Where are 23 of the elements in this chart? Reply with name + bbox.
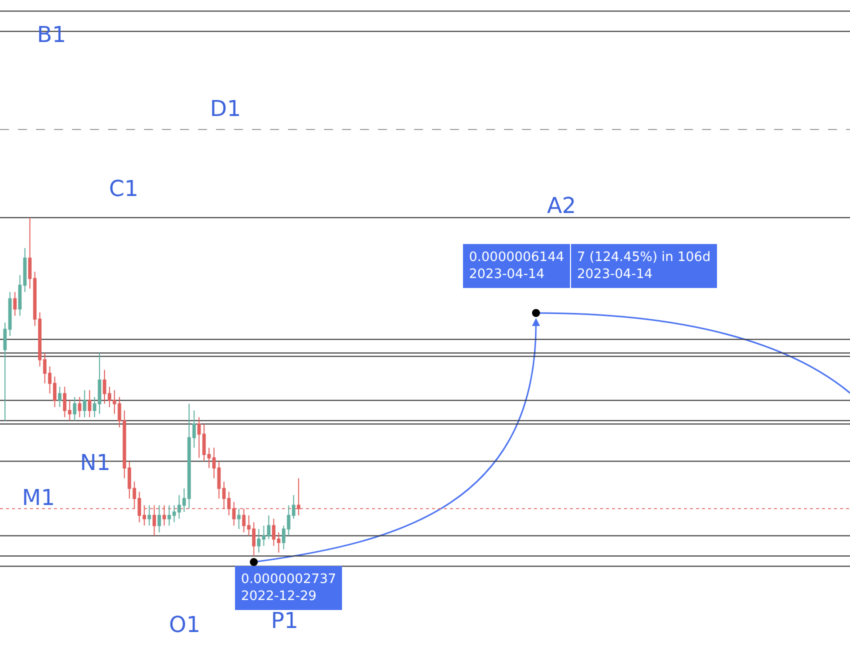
text: P1 [271, 609, 298, 634]
candlestick [152, 504, 156, 536]
annotation: M1 [22, 486, 55, 511]
candlestick [58, 386, 62, 408]
text: O1 [169, 613, 200, 638]
candlestick [296, 478, 300, 516]
candlestick [148, 504, 152, 526]
candlestick [162, 504, 166, 526]
candlestick [72, 396, 76, 422]
text: C1 [109, 177, 138, 202]
candlestick [13, 292, 17, 316]
candlestick [237, 508, 241, 530]
text: 7 (124.45%) in 106d 2023-04-14 [577, 250, 711, 282]
candlestick [78, 396, 82, 418]
candlestick [88, 390, 92, 418]
candlestick [158, 504, 161, 533]
candlestick [212, 447, 216, 479]
text: A2 [547, 194, 576, 219]
candlestick [82, 390, 86, 418]
candlestick [102, 369, 106, 404]
annotation: 0.0000002737 2022-12-29 [241, 572, 336, 604]
text: D1 [210, 97, 241, 122]
text: 0.0000006144 2023-04-14 [469, 250, 564, 282]
